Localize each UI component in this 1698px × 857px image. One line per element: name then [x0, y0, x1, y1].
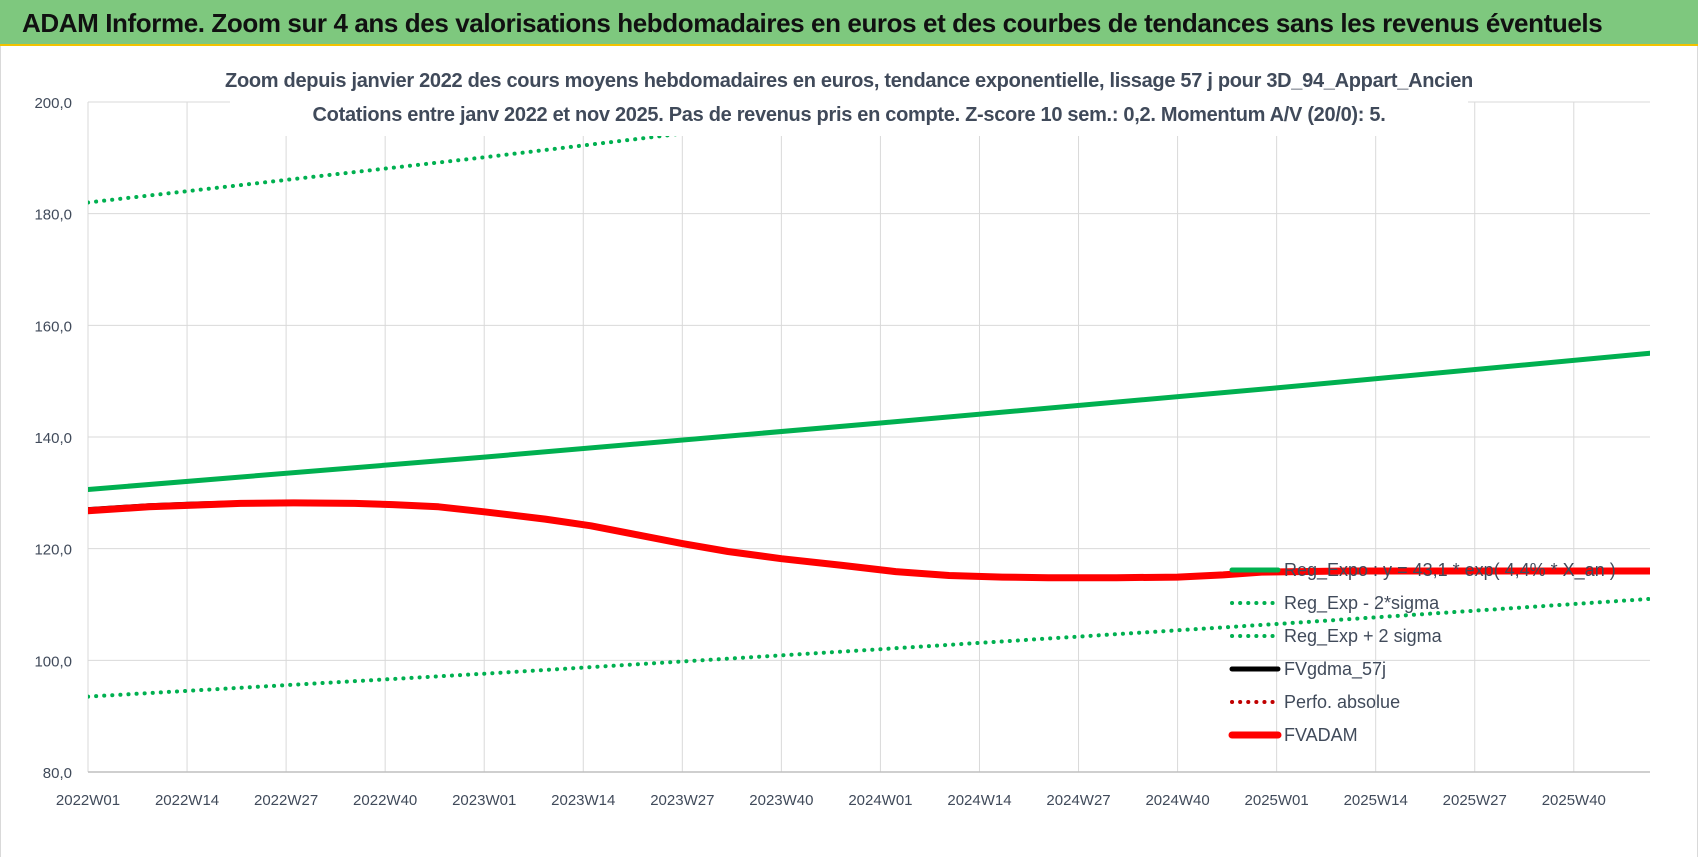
x-tick-label: 2024W40	[1145, 792, 1209, 809]
y-tick-label: 160,0	[34, 318, 72, 335]
x-tick-label: 2022W01	[56, 792, 120, 809]
legend-label: Reg_Expo : y = 43,1 * exp( 4,4% * X_an )	[1284, 560, 1616, 581]
x-tick-label: 2023W27	[650, 792, 714, 809]
x-tick-label: 2025W40	[1542, 792, 1606, 809]
y-tick-label: 180,0	[34, 207, 72, 224]
legend-label: FVADAM	[1284, 725, 1358, 745]
legend-label: Perfo. absolue	[1284, 692, 1400, 712]
y-tick-label: 100,0	[34, 653, 72, 670]
x-tick-label: 2025W27	[1443, 792, 1507, 809]
series-line-reg-expo-y-43-1-exp-4-4-x-an	[88, 350, 1650, 492]
x-tick-label: 2022W40	[353, 792, 417, 809]
series-layer	[88, 100, 1650, 699]
chart-title: Zoom depuis janvier 2022 des cours moyen…	[225, 70, 1473, 92]
axis-layer: 80,0 100,0 120,0 140,0 160,0 180,0 200,0 2022W0…	[34, 95, 1650, 809]
x-tick-label: 2022W27	[254, 792, 318, 809]
x-tick-label: 2024W27	[1046, 792, 1110, 809]
banner-title: ADAM Informe. Zoom sur 4 ans des valoris…	[22, 8, 1603, 38]
y-tick-label: 120,0	[34, 542, 72, 559]
series-line-fvadam	[88, 499, 1650, 582]
x-tick-label: 2022W14	[155, 792, 219, 809]
x-tick-label: 2024W01	[848, 792, 912, 809]
x-tick-label: 2025W14	[1344, 792, 1408, 809]
chart-title-background	[230, 66, 1468, 136]
y-tick-label: 140,0	[34, 430, 72, 447]
grid-layer	[87, 101, 1650, 773]
legend-label: Reg_Exp - 2*sigma	[1284, 593, 1440, 614]
legend-label: FVgdma_57j	[1284, 659, 1386, 680]
series-line-reg-exp-2-sigma	[88, 596, 1650, 699]
chart-subtitle: Cotations entre janv 2022 et nov 2025. P…	[312, 104, 1386, 126]
banner: ADAM Informe. Zoom sur 4 ans des valoris…	[0, 0, 1698, 46]
y-tick-label: 80,0	[43, 765, 72, 782]
x-tick-label: 2023W14	[551, 792, 615, 809]
x-tick-label: 2025W01	[1245, 792, 1309, 809]
x-tick-label: 2023W01	[452, 792, 516, 809]
x-tick-label: 2024W14	[947, 792, 1011, 809]
legend: Reg_Expo : y = 43,1 * exp( 4,4% * X_an )…	[1228, 560, 1616, 745]
series-line-reg-exp-2-sigma	[88, 100, 976, 205]
legend-label: Reg_Exp + 2 sigma	[1284, 626, 1443, 647]
y-tick-label: 200,0	[34, 95, 72, 112]
x-tick-label: 2023W40	[749, 792, 813, 809]
